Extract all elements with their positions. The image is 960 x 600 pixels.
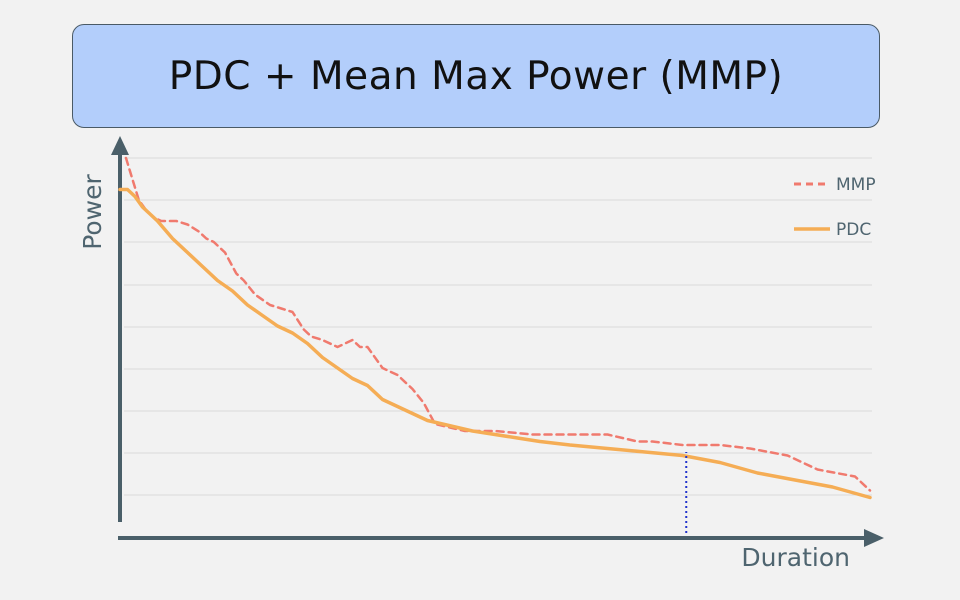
legend-item-pdc: PDC bbox=[794, 220, 871, 240]
x-axis-arrow bbox=[864, 529, 884, 547]
series-layer bbox=[118, 156, 872, 500]
legend-label-pdc: PDC bbox=[836, 220, 871, 240]
series-line-mmp bbox=[124, 156, 872, 492]
series-line-pdc bbox=[118, 187, 872, 500]
legend: MMP PDC bbox=[794, 175, 876, 240]
y-axis-arrow bbox=[111, 136, 129, 155]
grid-lines bbox=[124, 157, 872, 496]
legend-item-mmp: MMP bbox=[794, 175, 876, 195]
chart-title-box: PDC + Mean Max Power (MMP) bbox=[72, 24, 880, 128]
legend-label-mmp: MMP bbox=[836, 175, 876, 195]
x-axis-label: Duration bbox=[741, 543, 850, 572]
y-axis-label: Power bbox=[78, 173, 107, 249]
chart-title: PDC + Mean Max Power (MMP) bbox=[168, 53, 784, 99]
